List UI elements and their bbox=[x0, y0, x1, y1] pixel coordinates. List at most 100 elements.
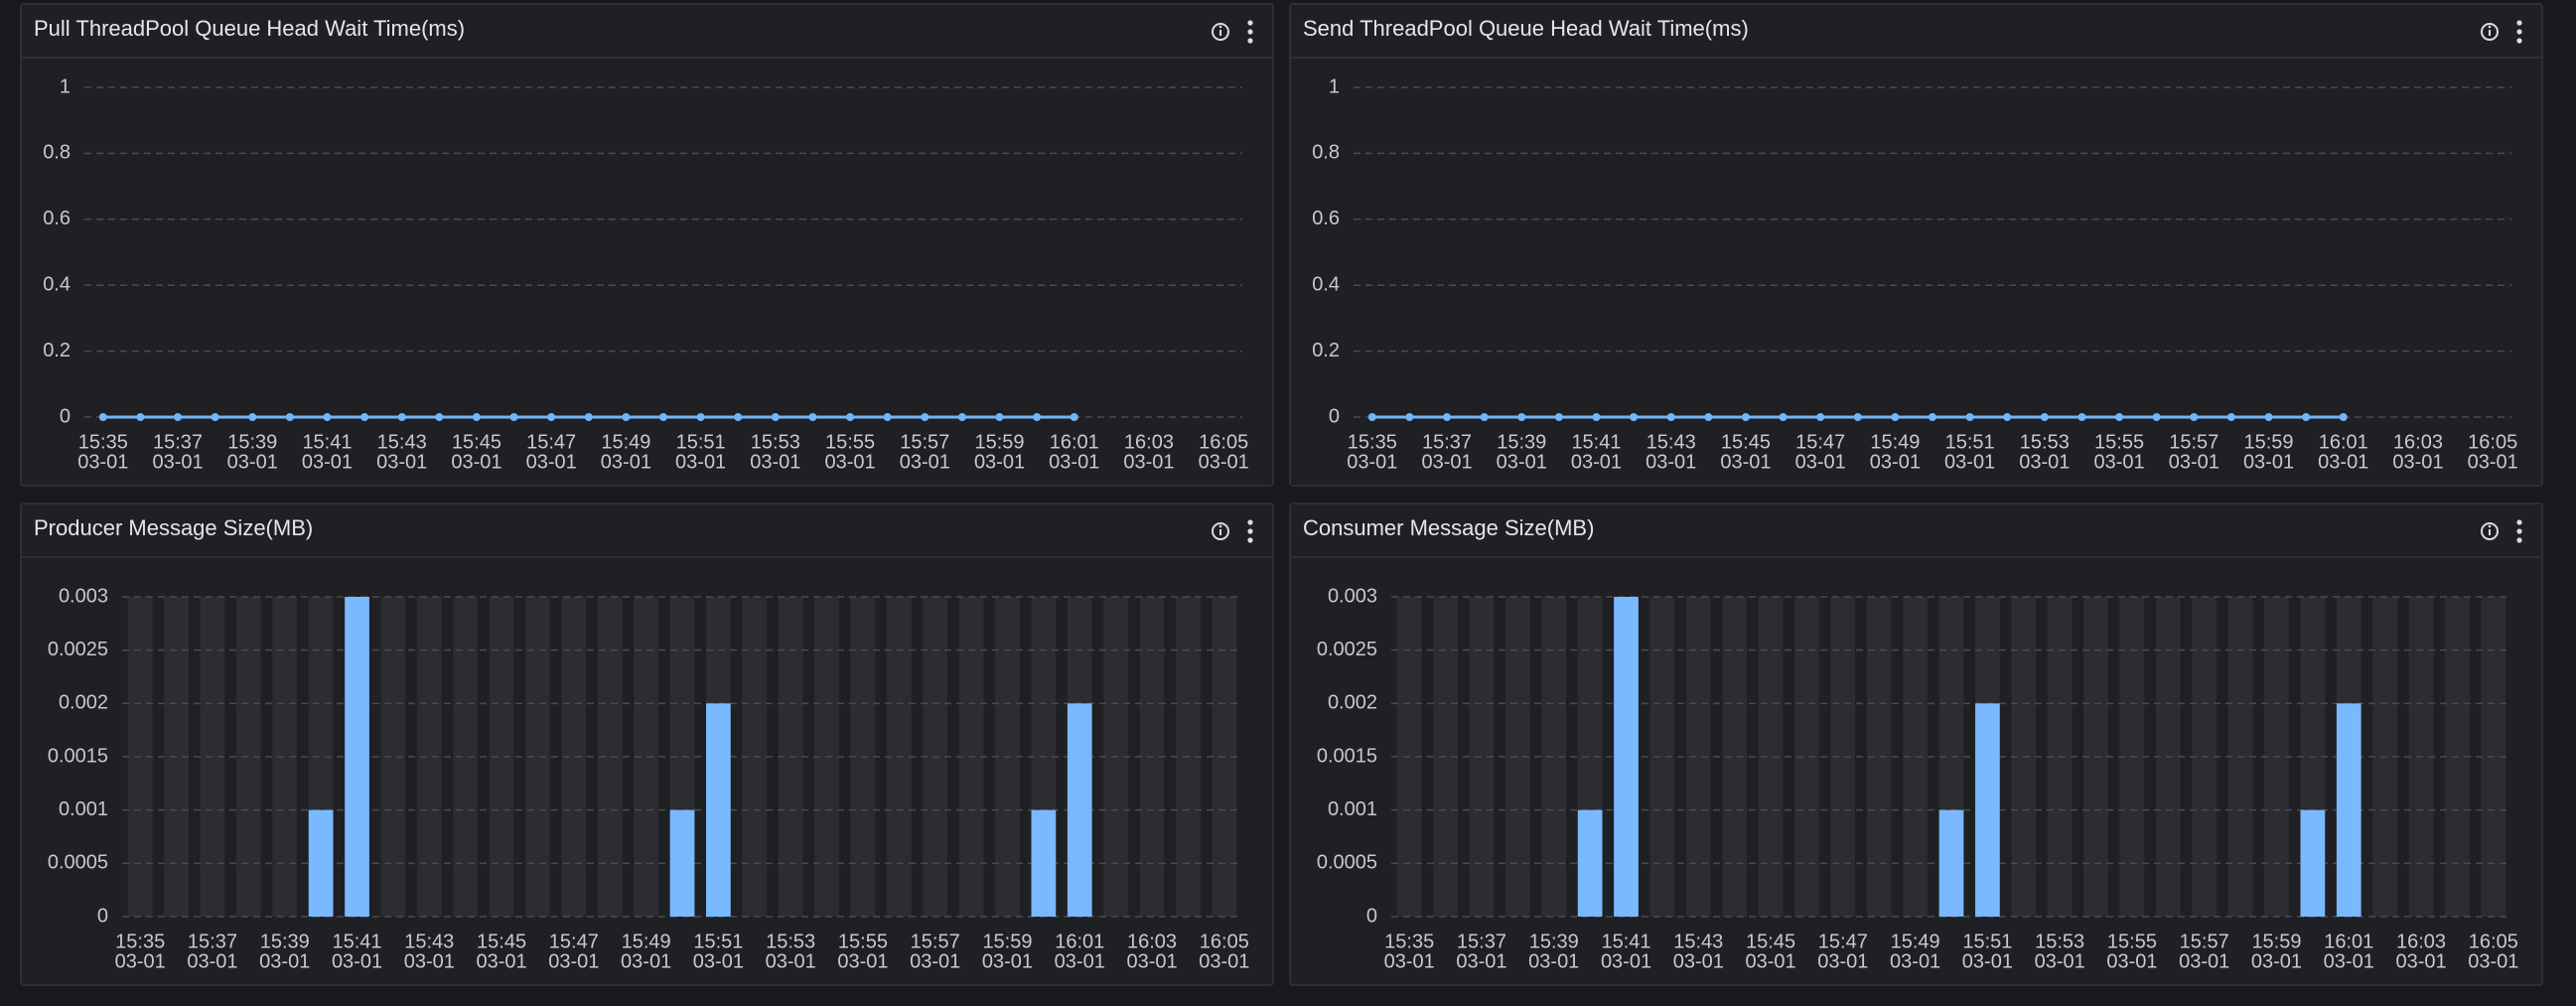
menu-icon[interactable] bbox=[1247, 38, 1253, 44]
point bbox=[285, 413, 294, 421]
bar bbox=[345, 597, 369, 917]
x-tick-date: 03-01 bbox=[2392, 451, 2443, 473]
y-tick-label: 0.002 bbox=[59, 692, 108, 714]
x-tick-label: 15:49 bbox=[1891, 931, 1940, 952]
x-tick-date: 03-01 bbox=[750, 451, 800, 473]
x-tick-label: 15:51 bbox=[693, 931, 743, 952]
x-tick-label: 15:45 bbox=[452, 431, 501, 453]
x-tick-label: 15:59 bbox=[2243, 431, 2293, 453]
menu-icon[interactable] bbox=[2516, 20, 2522, 26]
point bbox=[846, 413, 855, 421]
x-tick-date: 03-01 bbox=[1456, 950, 1506, 972]
point bbox=[2077, 413, 2086, 421]
x-tick-date: 03-01 bbox=[910, 950, 960, 972]
x-tick-label: 15:53 bbox=[2035, 931, 2084, 952]
x-tick-label: 15:53 bbox=[2020, 431, 2070, 453]
point bbox=[1704, 413, 1713, 421]
x-tick-label: 15:51 bbox=[676, 431, 726, 453]
x-tick-label: 15:55 bbox=[825, 431, 875, 453]
x-tick-date: 03-01 bbox=[1870, 451, 1921, 473]
point bbox=[1891, 413, 1900, 421]
point bbox=[1965, 413, 1974, 421]
y-tick-label: 0.4 bbox=[1312, 273, 1340, 295]
x-tick-date: 03-01 bbox=[451, 451, 501, 473]
x-tick-label: 16:01 bbox=[2319, 431, 2368, 453]
x-tick-date: 03-01 bbox=[693, 950, 744, 972]
x-tick-date: 03-01 bbox=[982, 950, 1033, 972]
y-tick-label: 0.8 bbox=[1312, 142, 1340, 164]
x-tick-date: 03-01 bbox=[1421, 451, 1472, 473]
x-tick-label: 15:39 bbox=[227, 431, 277, 453]
x-tick-label: 15:55 bbox=[2107, 931, 2157, 952]
x-tick-label: 15:57 bbox=[900, 431, 949, 453]
info-icon[interactable] bbox=[1212, 23, 1229, 41]
info-icon-dot bbox=[1218, 524, 1222, 528]
point bbox=[1480, 413, 1489, 421]
x-tick-label: 15:49 bbox=[1870, 431, 1920, 453]
x-tick-label: 15:57 bbox=[911, 931, 960, 952]
x-tick-label: 15:47 bbox=[526, 431, 576, 453]
x-tick-label: 15:43 bbox=[404, 931, 454, 952]
chart-title: Send ThreadPool Queue Head Wait Time(ms) bbox=[1303, 16, 1749, 41]
point bbox=[1592, 413, 1601, 421]
x-tick-label: 15:41 bbox=[1601, 931, 1650, 952]
menu-icon[interactable] bbox=[1247, 537, 1253, 543]
x-tick-date: 03-01 bbox=[2035, 950, 2085, 972]
y-tick-label: 0.0025 bbox=[1317, 639, 1377, 660]
menu-icon[interactable] bbox=[2516, 519, 2522, 525]
menu-icon[interactable] bbox=[2516, 537, 2522, 543]
point bbox=[2190, 413, 2199, 421]
x-tick-date: 03-01 bbox=[259, 950, 310, 972]
x-tick-label: 15:59 bbox=[982, 931, 1032, 952]
chart-title: Pull ThreadPool Queue Head Wait Time(ms) bbox=[34, 16, 465, 41]
y-tick-label: 0.0015 bbox=[48, 745, 108, 767]
menu-icon[interactable] bbox=[2516, 528, 2522, 534]
point bbox=[584, 413, 593, 421]
point bbox=[2339, 413, 2348, 421]
x-tick-label: 16:03 bbox=[1124, 431, 1174, 453]
x-tick-label: 15:55 bbox=[2094, 431, 2144, 453]
chart-panel: Consumer Message Size(MB) 0 0.0005 0.001 0.0… bbox=[1289, 503, 2543, 986]
y-tick-label: 0.6 bbox=[1312, 208, 1340, 229]
x-tick-label: 15:47 bbox=[549, 931, 599, 952]
x-tick-date: 03-01 bbox=[837, 950, 888, 972]
y-tick-label: 0.003 bbox=[59, 585, 108, 607]
x-tick-date: 03-01 bbox=[2468, 451, 2518, 473]
info-icon-dot bbox=[2488, 25, 2492, 29]
x-tick-date: 03-01 bbox=[1890, 950, 1940, 972]
x-tick-date: 03-01 bbox=[115, 950, 166, 972]
x-tick-date: 03-01 bbox=[974, 451, 1025, 473]
point bbox=[472, 413, 481, 421]
point bbox=[1816, 413, 1825, 421]
bar bbox=[2336, 703, 2361, 917]
point bbox=[995, 413, 1004, 421]
point bbox=[1666, 413, 1675, 421]
y-tick-label: 0.2 bbox=[1312, 340, 1340, 361]
point bbox=[696, 413, 705, 421]
point bbox=[808, 413, 817, 421]
menu-icon[interactable] bbox=[2516, 38, 2522, 44]
x-tick-date: 03-01 bbox=[900, 451, 950, 473]
x-tick-date: 03-01 bbox=[1720, 451, 1771, 473]
menu-icon[interactable] bbox=[1247, 528, 1253, 534]
x-tick-date: 03-01 bbox=[376, 451, 427, 473]
point bbox=[1070, 413, 1078, 421]
point bbox=[1033, 413, 1042, 421]
menu-icon[interactable] bbox=[2516, 29, 2522, 35]
menu-icon[interactable] bbox=[1247, 20, 1253, 26]
menu-icon[interactable] bbox=[1247, 519, 1253, 525]
menu-icon[interactable] bbox=[1247, 29, 1253, 35]
y-tick-label: 0.0015 bbox=[1317, 745, 1377, 767]
bar bbox=[1031, 809, 1057, 917]
info-icon[interactable] bbox=[1212, 522, 1229, 540]
y-tick-label: 0.003 bbox=[1328, 585, 1377, 607]
y-tick-label: 0.2 bbox=[43, 340, 71, 361]
chart-title: Producer Message Size(MB) bbox=[34, 515, 313, 540]
x-tick-date: 03-01 bbox=[1646, 451, 1696, 473]
x-tick-label: 15:37 bbox=[1457, 931, 1506, 952]
chart-panel: Pull ThreadPool Queue Head Wait Time(ms)… bbox=[20, 3, 1274, 487]
info-icon[interactable] bbox=[2481, 522, 2499, 540]
info-icon[interactable] bbox=[2481, 23, 2499, 41]
x-tick-label: 15:57 bbox=[2169, 431, 2218, 453]
x-tick-date: 03-01 bbox=[2468, 950, 2518, 972]
